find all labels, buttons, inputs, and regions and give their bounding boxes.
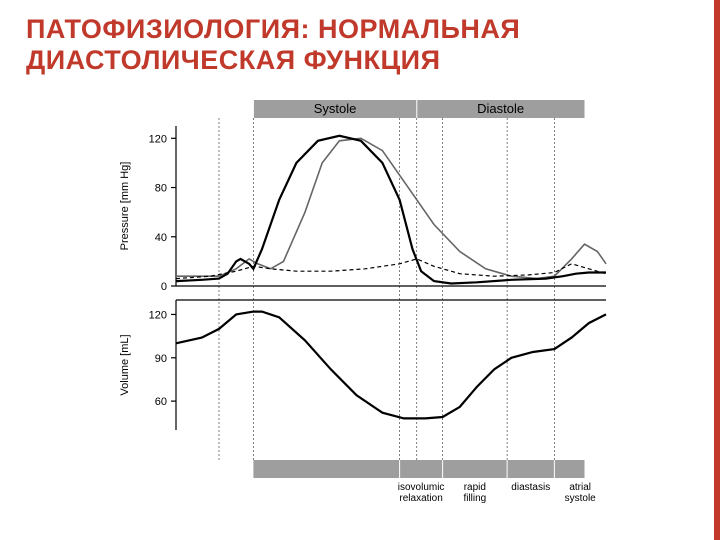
svg-text:120: 120: [149, 133, 167, 145]
svg-text:relaxation: relaxation: [399, 493, 442, 504]
pv-chart: Systole Diastole 0 40 80 120 Pressure [mm Hg…: [106, 90, 626, 510]
svg-text:60: 60: [155, 396, 167, 408]
svg-text:atrial: atrial: [569, 482, 591, 493]
svg-text:isovolumic: isovolumic: [398, 482, 445, 493]
svg-text:Systole: Systole: [314, 101, 357, 116]
svg-text:40: 40: [155, 232, 167, 244]
svg-text:rapid: rapid: [464, 482, 486, 493]
slide-title: ПАТОФИЗИОЛОГИЯ: НОРМАЛЬНАЯ ДИАСТОЛИЧЕСКА…: [26, 14, 694, 76]
svg-text:Pressure [mm Hg]: Pressure [mm Hg]: [119, 162, 131, 251]
svg-text:90: 90: [155, 353, 167, 365]
svg-text:diastasis: diastasis: [511, 482, 550, 493]
svg-text:80: 80: [155, 183, 167, 195]
svg-text:filling: filling: [463, 493, 486, 504]
svg-text:Volume [mL]: Volume [mL]: [119, 335, 131, 396]
svg-text:systole: systole: [565, 493, 597, 504]
svg-text:Diastole: Diastole: [477, 101, 524, 116]
svg-text:0: 0: [161, 281, 167, 293]
svg-text:120: 120: [149, 310, 167, 322]
